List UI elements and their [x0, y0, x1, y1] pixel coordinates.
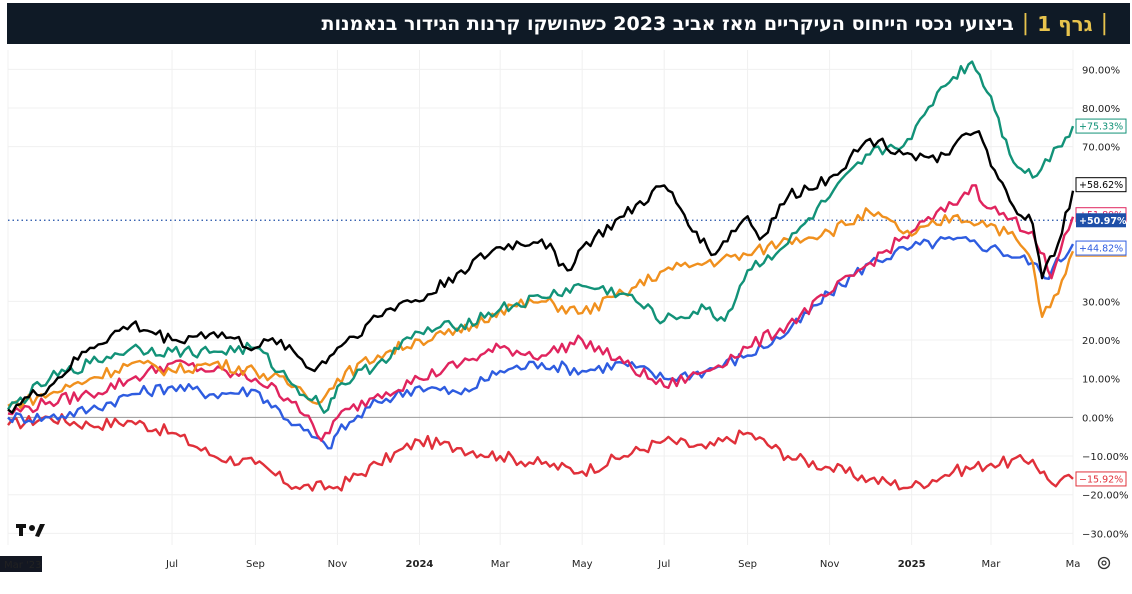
series-line-red [7, 413, 1074, 492]
x-tick-label: Ma [1066, 559, 1081, 570]
y-tick-label: −30.00% [1082, 529, 1129, 540]
x-tick-label: Sep [246, 559, 265, 570]
x-tick-label: Sep [738, 559, 757, 570]
x-tick-label: 2024 [406, 559, 434, 570]
y-tick-label: 30.00% [1082, 297, 1120, 308]
chart-number: גרף 1 [1037, 11, 1093, 36]
y-tick-label: −10.00% [1082, 452, 1129, 463]
title-separator-2: | [1021, 11, 1030, 36]
chart-title: ביצועי נכסי הייחוס העיקריים מאז אביב 202… [321, 12, 1014, 35]
y-tick-label: 20.00% [1082, 336, 1120, 347]
y-tick-label: 90.00% [1082, 65, 1120, 76]
end-label-green: +75.33% [1079, 122, 1123, 133]
end-label-box-blue [1075, 240, 1127, 256]
tradingview-logo [16, 524, 45, 537]
chart-title-bar: | גרף 1 | ביצועי נכסי הייחוס העיקריים מא… [7, 3, 1130, 44]
x-start-label-bg [0, 556, 42, 572]
end-labels: +58.62%+75.33%+42.97%+51.89%+44.82%−15.9… [1075, 118, 1127, 487]
x-tick-label: Mar [491, 559, 511, 570]
x-tick-label: Jul [165, 559, 178, 570]
y-axis: 90.00% 80.00% 70.00% 30.00% 20.00% 10.00% 0.00… [1082, 65, 1129, 540]
series-line-blue [7, 236, 1075, 450]
series-line-orange [7, 207, 1075, 409]
series-line-green [6, 60, 1075, 414]
y-tick-label: −20.00% [1082, 491, 1129, 502]
end-label-box-red [1075, 471, 1127, 487]
title-separator: | [1100, 11, 1108, 36]
series-line-pink [7, 184, 1075, 442]
ref-label-box [1076, 213, 1126, 228]
y-tick-label: 80.00% [1082, 104, 1120, 115]
y-tick-label: 70.00% [1082, 143, 1120, 154]
y-tick-label: 0.00% [1082, 413, 1114, 424]
x-tick-label: Mar [982, 559, 1002, 570]
x-tick-label: Jul [657, 559, 670, 570]
x-tick-label: Nov [820, 559, 840, 570]
end-label-red: −15.92% [1079, 474, 1123, 485]
x-tick-label: May [572, 559, 593, 570]
y-tick-label: 10.00% [1082, 375, 1120, 386]
end-label-box-green [1075, 118, 1127, 134]
end-label-box-black [1075, 177, 1127, 193]
x-tick-label: Mar '23 [4, 560, 42, 571]
x-tick-label: Nov [328, 559, 348, 570]
settings-icon[interactable] [1097, 556, 1111, 570]
x-tick-label: 2025 [898, 559, 926, 570]
ref-label: +50.97% [1079, 216, 1127, 227]
end-label-black: +58.62% [1079, 180, 1123, 191]
end-label-blue: +44.82% [1079, 244, 1123, 255]
series-line-black [7, 130, 1075, 414]
x-axis: Mar '23 Jul Sep Nov 2024 Mar May Jul Sep Nov 2025 M… [0, 556, 1080, 572]
series-lines [6, 60, 1075, 492]
